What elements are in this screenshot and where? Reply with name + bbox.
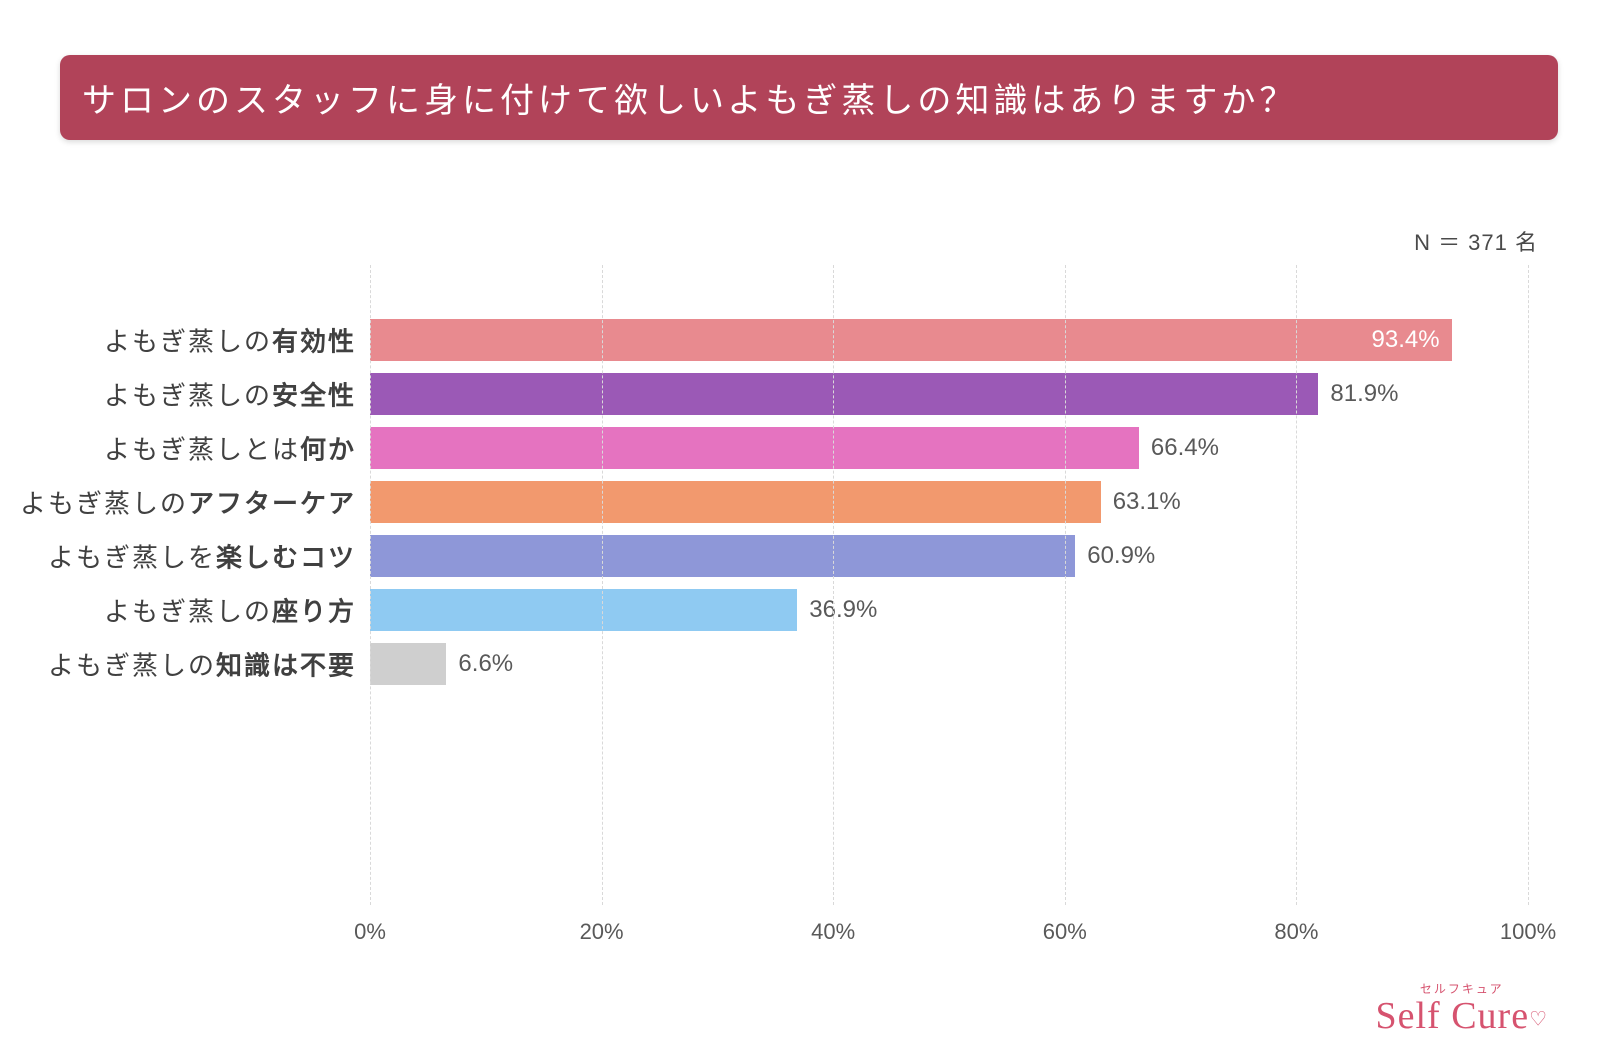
bar: 93.4% — [370, 319, 1452, 361]
category-label: よもぎ蒸しの有効性 — [104, 322, 356, 359]
bar — [370, 427, 1139, 469]
bar-row: よもぎ蒸しの座り方36.9% — [370, 585, 1528, 635]
gridline — [833, 265, 834, 905]
bar — [370, 643, 446, 685]
bar-row: よもぎ蒸しの有効性93.4% — [370, 315, 1528, 365]
category-label: よもぎ蒸しの知識は不要 — [48, 646, 356, 683]
x-axis-tick: 60% — [1043, 919, 1087, 945]
plot-region: よもぎ蒸しの有効性93.4%よもぎ蒸しの安全性81.9%よもぎ蒸しとは何か66.… — [370, 265, 1528, 905]
gridline — [1065, 265, 1066, 905]
heart-icon: ♡ — [1529, 1008, 1548, 1030]
bar-row: よもぎ蒸しのアフターケア63.1% — [370, 477, 1528, 527]
gridline — [602, 265, 603, 905]
logo-script-text: Self Cure — [1375, 995, 1529, 1037]
x-axis-tick: 100% — [1500, 919, 1556, 945]
sample-size-label: N ＝ 371 名 — [1414, 225, 1538, 257]
bar-row: よもぎ蒸しとは何か66.4% — [370, 423, 1528, 473]
brand-logo: セルフキュア Self Cure♡ — [1375, 980, 1548, 1035]
value-label: 60.9% — [1087, 542, 1155, 570]
bar — [370, 535, 1075, 577]
bar-row: よもぎ蒸しを楽しむコツ60.9% — [370, 531, 1528, 581]
category-label: よもぎ蒸しを楽しむコツ — [48, 538, 356, 575]
category-label: よもぎ蒸しとは何か — [104, 430, 356, 467]
gridline — [1296, 265, 1297, 905]
x-axis-tick: 20% — [580, 919, 624, 945]
value-label: 93.4% — [1372, 326, 1440, 354]
x-axis-tick: 80% — [1274, 919, 1318, 945]
x-axis-tick: 0% — [354, 919, 386, 945]
category-label: よもぎ蒸しの安全性 — [104, 376, 356, 413]
value-label: 81.9% — [1330, 380, 1398, 408]
gridline — [370, 265, 371, 905]
value-label: 36.9% — [809, 596, 877, 624]
x-axis-tick: 40% — [811, 919, 855, 945]
chart-title-banner: サロンのスタッフに身に付けて欲しいよもぎ蒸しの知識はありますか？ — [60, 55, 1558, 140]
bar — [370, 589, 797, 631]
value-label: 63.1% — [1113, 488, 1181, 516]
value-label: 66.4% — [1151, 434, 1219, 462]
bar — [370, 373, 1318, 415]
category-label: よもぎ蒸しのアフターケア — [20, 484, 356, 521]
bar-row: よもぎ蒸しの知識は不要6.6% — [370, 639, 1528, 689]
value-label: 6.6% — [458, 650, 513, 678]
gridline — [1528, 265, 1529, 905]
category-label: よもぎ蒸しの座り方 — [104, 592, 356, 629]
bar-row: よもぎ蒸しの安全性81.9% — [370, 369, 1528, 419]
chart-area: よもぎ蒸しの有効性93.4%よもぎ蒸しの安全性81.9%よもぎ蒸しとは何か66.… — [60, 265, 1558, 955]
bars-container: よもぎ蒸しの有効性93.4%よもぎ蒸しの安全性81.9%よもぎ蒸しとは何か66.… — [370, 315, 1528, 693]
bar — [370, 481, 1101, 523]
logo-script: Self Cure♡ — [1375, 997, 1548, 1035]
